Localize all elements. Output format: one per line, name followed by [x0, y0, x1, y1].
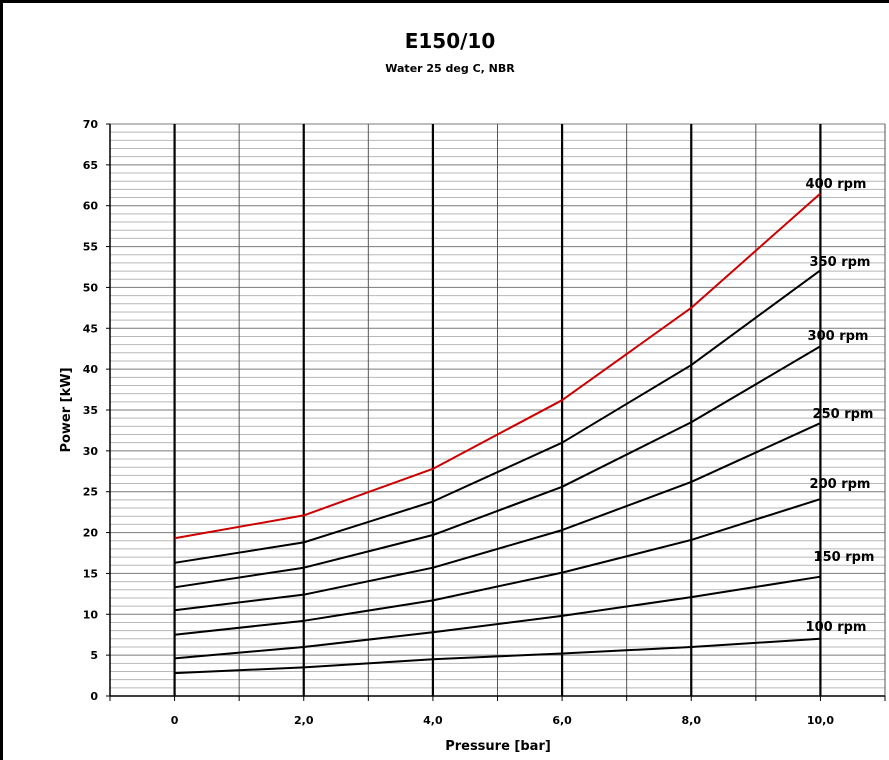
x-tick-label: 0 [171, 714, 179, 727]
tick-labels: 0 5 10 15 20 25 30 35 40 45 50 55 60 65 70 0 2,0 4,0 6,0 8,… [83, 118, 835, 727]
x-tick-label: 8,0 [682, 714, 702, 727]
series-label: 200 rpm [810, 477, 871, 492]
series-lines [174, 192, 822, 675]
series-label: 100 rpm [806, 620, 867, 635]
y-tick-label: 70 [83, 118, 99, 131]
axes [106, 123, 886, 701]
series-labels: 100 rpm 150 rpm 200 rpm 250 rpm 300 rpm 350 r… [806, 177, 875, 635]
y-tick-label: 65 [83, 159, 98, 172]
x-tick-label: 10,0 [807, 714, 834, 727]
series-label: 400 rpm [806, 177, 867, 192]
chart-title: E150/10 [405, 29, 496, 53]
x-tick-label: 2,0 [294, 714, 314, 727]
y-tick-label: 30 [83, 445, 99, 458]
series-line [174, 498, 821, 636]
y-tick-label: 15 [83, 567, 98, 580]
series-line [174, 345, 821, 589]
x-axis-label: Pressure [bar] [445, 739, 551, 754]
chart-subtitle: Water 25 deg C, NBR [385, 62, 515, 75]
y-tick-label: 60 [83, 200, 99, 213]
series-label: 350 rpm [810, 255, 871, 270]
y-tick-label: 10 [83, 608, 99, 621]
x-tick-label: 6,0 [552, 714, 572, 727]
y-tick-label: 5 [90, 649, 98, 662]
series-label: 300 rpm [808, 329, 869, 344]
y-tick-label: 50 [83, 281, 99, 294]
y-tick-label: 45 [83, 322, 98, 335]
series-line [174, 192, 822, 540]
y-tick-label: 40 [83, 363, 99, 376]
series-label: 250 rpm [813, 407, 874, 422]
y-tick-label: 55 [83, 241, 98, 254]
series-line [174, 422, 821, 612]
grid [110, 123, 886, 696]
series-line [174, 269, 822, 564]
y-tick-label: 25 [83, 486, 98, 499]
series-label: 150 rpm [814, 550, 875, 565]
y-tick-label: 20 [83, 527, 99, 540]
y-tick-label: 35 [83, 404, 98, 417]
y-tick-label: 0 [90, 690, 98, 703]
series-line [174, 637, 821, 675]
y-axis-label: Power [kW] [59, 367, 74, 452]
series-line [174, 575, 821, 660]
x-tick-label: 4,0 [423, 714, 443, 727]
